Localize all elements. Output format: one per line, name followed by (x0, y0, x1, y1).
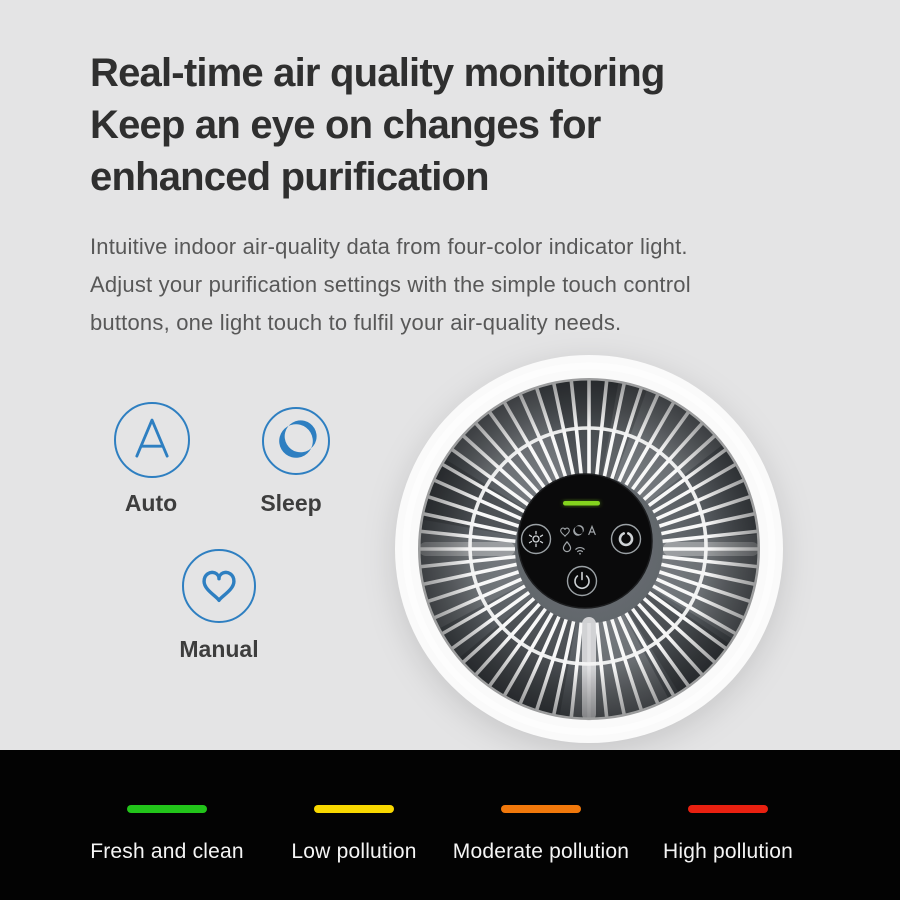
mode-manual-label: Manual (179, 636, 259, 662)
legend-item: Fresh and clean (77, 750, 257, 864)
power-icon (574, 571, 590, 590)
low-pollution-color-bar (314, 805, 394, 813)
mode-auto-badge (114, 402, 190, 478)
page-description: Intuitive indoor air-quality data from f… (90, 228, 810, 342)
status-icon-cluster (560, 524, 596, 555)
fan-speed-icon (618, 532, 634, 547)
air-quality-indicator-light (563, 501, 600, 506)
page-title: Real-time air quality monitoring Keep an… (90, 47, 810, 203)
fan-speed-button[interactable] (610, 523, 642, 555)
title-line-2: Keep an eye on changes for (90, 103, 601, 147)
brightness-button[interactable] (520, 523, 552, 555)
control-panel (517, 473, 653, 609)
legend-item: Low pollution (264, 750, 444, 864)
mode-auto-label: Auto (124, 490, 178, 516)
legend-item: High pollution (638, 750, 818, 864)
mode-manual-badge (182, 549, 256, 623)
heart-icon (202, 570, 236, 603)
description-line-3: buttons, one light touch to fulfil your … (90, 310, 622, 335)
title-line-3: enhanced purification (90, 155, 490, 199)
moon-icon (276, 420, 317, 460)
legend-label: Low pollution (291, 840, 417, 863)
air-purifier-top-view (395, 355, 783, 743)
description-line-2: Adjust your purification settings with t… (90, 272, 691, 297)
fresh-clean-color-bar (127, 805, 207, 813)
legend-label: Moderate pollution (452, 840, 630, 863)
power-button[interactable] (566, 565, 598, 597)
wifi-status-icon (575, 547, 585, 555)
air-quality-legend: Fresh and clean Low pollution Moderate p… (0, 750, 900, 900)
legend-label: High pollution (662, 840, 794, 863)
mode-sleep-label: Sleep (260, 490, 322, 516)
auto-status-icon (588, 524, 596, 536)
water-drop-status-icon (562, 541, 572, 553)
auto-a-icon (135, 418, 169, 458)
legend-label: Fresh and clean (90, 840, 244, 863)
moderate-pollution-color-bar (501, 805, 581, 813)
mode-sleep-badge (262, 407, 330, 475)
description-line-1: Intuitive indoor air-quality data from f… (90, 234, 688, 259)
brightness-icon (532, 535, 540, 543)
title-line-1: Real-time air quality monitoring (90, 51, 665, 95)
high-pollution-color-bar (688, 805, 768, 813)
legend-item: Moderate pollution (451, 750, 631, 864)
